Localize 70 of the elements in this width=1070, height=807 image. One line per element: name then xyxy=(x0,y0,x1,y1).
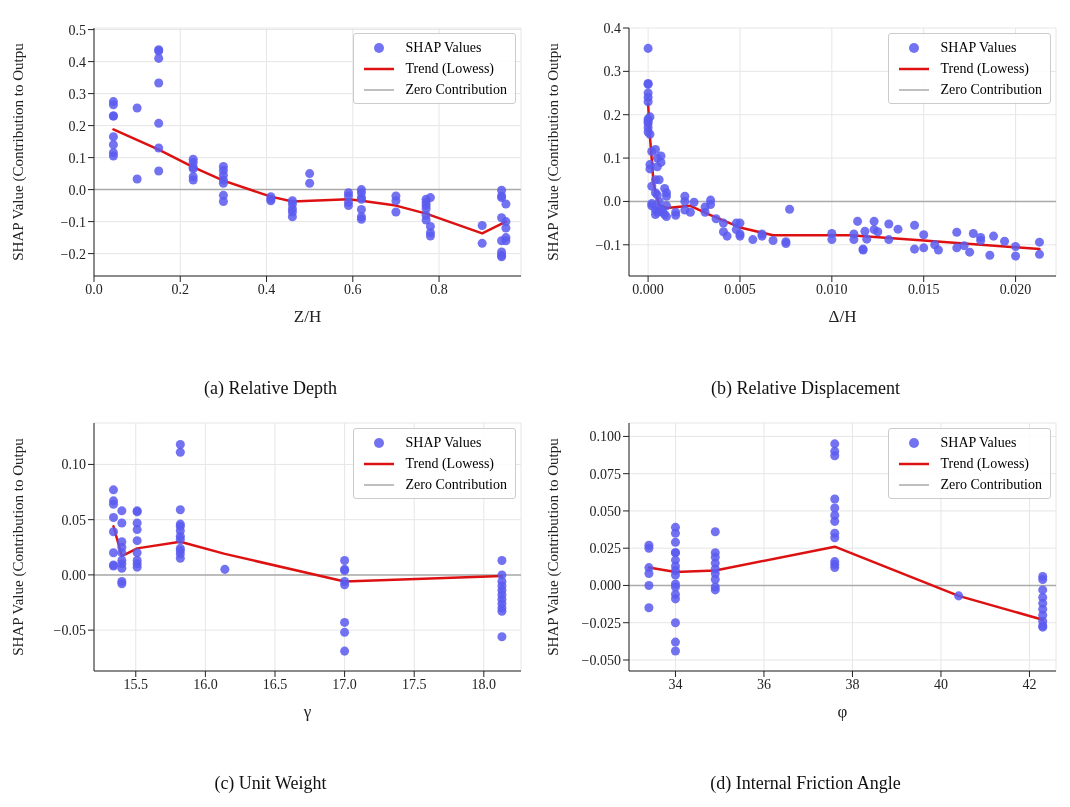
y-tick-label: −0.025 xyxy=(581,615,621,631)
x-tick-label: 38 xyxy=(845,676,860,692)
y-tick-label: 0.025 xyxy=(589,541,621,557)
y-tick-label: 0.5 xyxy=(68,22,86,38)
x-tick-label: 16.0 xyxy=(193,676,218,692)
y-axis-title: SHAP Value (Contribution to Outpu xyxy=(545,437,563,656)
y-tick-label: 0.0 xyxy=(603,194,621,210)
y-tick-label: 0.000 xyxy=(589,578,621,594)
y-tick-label: 0.2 xyxy=(603,107,621,123)
x-tick-label: 40 xyxy=(933,676,948,692)
y-tick-label: 0.4 xyxy=(603,20,621,36)
y-tick-label: 0.075 xyxy=(589,466,621,482)
y-tick-label: 0.3 xyxy=(68,86,86,102)
y-tick-label: 0.2 xyxy=(68,118,86,134)
y-tick-label: 0.05 xyxy=(61,512,86,528)
legend-label: Zero Contribution xyxy=(940,81,1042,99)
legend-label: SHAP Values xyxy=(940,39,1017,57)
x-tick-label: 0.6 xyxy=(344,281,362,297)
x-tick-label: 36 xyxy=(756,676,771,692)
x-axis-title: Δ/H xyxy=(828,307,857,326)
legend-label: Trend (Lowess) xyxy=(405,60,495,78)
y-tick-label: 0.1 xyxy=(603,151,621,167)
y-tick-label: 0.1 xyxy=(68,150,86,166)
y-tick-label: 0.100 xyxy=(589,429,621,445)
legend-label: Trend (Lowess) xyxy=(940,60,1030,78)
y-axis-title: SHAP Value (Contribution to Outpu xyxy=(545,42,563,261)
y-tick-label: −0.1 xyxy=(60,214,86,230)
legend-label: SHAP Values xyxy=(405,39,482,57)
y-tick-label: 0.050 xyxy=(589,503,621,519)
x-tick-label: 0.4 xyxy=(257,281,276,297)
x-axis-title: φ xyxy=(837,702,848,721)
x-tick-label: 0.8 xyxy=(430,281,448,297)
text: (b) Relative Displacement xyxy=(710,378,901,399)
legend-label: Trend (Lowess) xyxy=(405,455,495,473)
legend-label: Trend (Lowess) xyxy=(940,455,1030,473)
x-tick-label: 0.010 xyxy=(816,281,848,297)
y-axis-title: SHAP Value (Contribution to Outpu xyxy=(10,42,28,261)
y-tick-label: −0.050 xyxy=(581,652,621,668)
x-tick-label: 0.005 xyxy=(724,281,756,297)
y-tick-label: 0.3 xyxy=(603,64,621,80)
legend-label: SHAP Values xyxy=(940,434,1017,452)
text: (a) Relative Depth xyxy=(203,378,338,399)
x-tick-label: 16.5 xyxy=(262,676,288,692)
x-tick-label: 0.2 xyxy=(171,281,190,297)
text: (c) Unit Weight xyxy=(213,773,328,794)
y-tick-label: 0.00 xyxy=(61,567,86,583)
y-tick-label: 0.10 xyxy=(61,457,86,473)
y-axis-title: SHAP Value (Contribution to Outpu xyxy=(10,437,28,656)
x-tick-label: 0.0 xyxy=(85,281,103,297)
text: (d) Internal Friction Angle xyxy=(709,773,902,794)
x-tick-label: 17.0 xyxy=(332,676,357,692)
x-tick-label: 0.020 xyxy=(999,281,1032,297)
x-tick-label: 17.5 xyxy=(401,676,427,692)
y-tick-label: −0.1 xyxy=(595,237,621,253)
x-axis-title: Z/H xyxy=(293,307,322,326)
x-tick-label: 18.0 xyxy=(471,676,497,692)
y-tick-label: 0.0 xyxy=(68,182,86,198)
legend-label: Zero Contribution xyxy=(405,476,507,494)
x-tick-label: 15.5 xyxy=(123,676,149,692)
x-tick-label: 42 xyxy=(1022,676,1037,692)
legend-label: SHAP Values xyxy=(405,434,482,452)
y-tick-label: −0.2 xyxy=(60,246,86,262)
x-tick-label: 34 xyxy=(668,676,683,692)
x-tick-label: 0.000 xyxy=(632,281,664,297)
x-axis-title: γ xyxy=(302,702,312,721)
y-tick-label: 0.4 xyxy=(68,54,86,70)
x-tick-label: 0.015 xyxy=(907,281,940,297)
legend-label: Zero Contribution xyxy=(940,476,1042,494)
legend-label: Zero Contribution xyxy=(405,81,507,99)
y-tick-label: −0.05 xyxy=(53,623,86,639)
